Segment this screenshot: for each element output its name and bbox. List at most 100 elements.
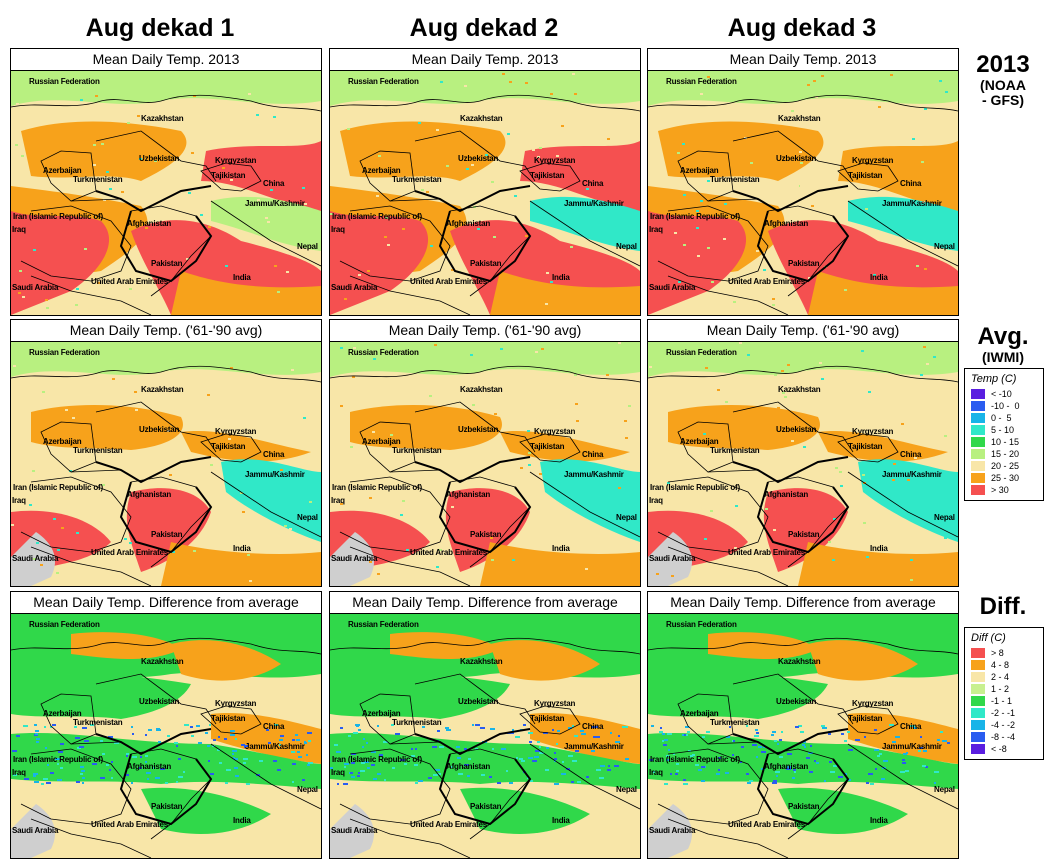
map-label-iraq: Iraq — [331, 496, 345, 505]
legend-item: 5 - 10 — [971, 424, 1037, 435]
map-raster — [330, 342, 640, 586]
row-label-diff-title: Diff. — [979, 593, 1027, 620]
legend-label: 25 - 30 — [991, 472, 1020, 483]
map-label-india: India — [870, 816, 888, 825]
map-label-kyrgyzstan: Kyrgyzstan — [215, 427, 257, 436]
map-label-china: China — [263, 450, 285, 459]
map-label-turkmenistan: Turkmenistan — [710, 446, 760, 455]
map-label-kyrgyzstan: Kyrgyzstan — [534, 699, 576, 708]
legend-swatch — [971, 707, 985, 718]
map-label-india: India — [552, 544, 570, 553]
legend-item: 1 - 2 — [971, 683, 1037, 694]
legend-label: 4 - 8 — [991, 659, 1010, 670]
legend-item: -8 - -4 — [971, 731, 1037, 742]
legend-swatch — [971, 472, 985, 483]
map-label-china: China — [263, 722, 285, 731]
map-label-kyrgyzstan: Kyrgyzstan — [215, 156, 257, 165]
legend-item: 0 - 5 — [971, 412, 1037, 423]
map-image: Russian Federation Kazakhstan Uzbekistan Ky… — [330, 342, 640, 586]
legend-item: -4 - -2 — [971, 719, 1037, 730]
map-image: Russian Federation Kazakhstan Uzbekistan Ky… — [11, 71, 321, 315]
map-label-jammu: Jammu/Kashmir — [564, 742, 624, 751]
map-label-india: India — [870, 273, 888, 282]
map-label-turkmenistan: Turkmenistan — [392, 446, 442, 455]
legend-swatch — [971, 400, 985, 411]
map-label-iraq: Iraq — [649, 496, 663, 505]
map-panel-avg-dekad-3: Mean Daily Temp. ('61-'90 avg) Russian F… — [647, 319, 959, 587]
map-label-uzbekistan: Uzbekistan — [458, 697, 499, 706]
map-label-kyrgyzstan: Kyrgyzstan — [215, 699, 257, 708]
map-label-pakistan: Pakistan — [470, 259, 502, 268]
map-label-india: India — [870, 544, 888, 553]
map-label-iran: Iran (Islamic Republic of) — [332, 483, 422, 492]
map-label-turkmenistan: Turkmenistan — [73, 718, 123, 727]
map-panel-2013-dekad-3: Mean Daily Temp. 2013 Russian Federation… — [647, 48, 959, 316]
map-label-china: China — [263, 179, 285, 188]
map-label-uzbekistan: Uzbekistan — [139, 697, 180, 706]
panel-title: Mean Daily Temp. Difference from average — [648, 592, 958, 614]
panel-title: Mean Daily Temp. ('61-'90 avg) — [648, 320, 958, 342]
map-image: Russian Federation Kazakhstan Uzbekistan Ky… — [330, 71, 640, 315]
map-label-afghanistan: Afghanistan — [446, 219, 491, 228]
legend-swatch — [971, 647, 985, 658]
map-label-iraq: Iraq — [649, 768, 663, 777]
map-label-iran: Iran (Islamic Republic of) — [650, 212, 740, 221]
map-image: Russian Federation Kazakhstan Uzbekistan Ky… — [11, 342, 321, 586]
map-raster — [330, 71, 640, 315]
map-label-iran: Iran (Islamic Republic of) — [332, 755, 422, 764]
legend-swatch — [971, 484, 985, 495]
legend-item: 25 - 30 — [971, 472, 1037, 483]
map-label-kazakhstan: Kazakhstan — [778, 114, 821, 123]
map-label-russia: Russian Federation — [29, 620, 100, 629]
row-label-2013-source: (NOAA - GFS) — [980, 77, 1026, 108]
map-label-saudi: Saudi Arabia — [12, 826, 59, 835]
map-label-nepal: Nepal — [934, 785, 955, 794]
map-label-iran: Iran (Islamic Republic of) — [650, 483, 740, 492]
row-label-avg-source: (IWMI) — [982, 349, 1024, 365]
legend-item: -10 - 0 — [971, 400, 1037, 411]
map-label-afghanistan: Afghanistan — [127, 219, 172, 228]
map-label-tajikistan: Tajikistan — [530, 714, 565, 723]
map-label-iran: Iran (Islamic Republic of) — [13, 483, 103, 492]
row-label-avg-title: Avg. — [977, 323, 1029, 350]
map-label-nepal: Nepal — [297, 242, 318, 251]
map-label-iran: Iran (Islamic Republic of) — [332, 212, 422, 221]
map-label-jammu: Jammu/Kashmir — [564, 199, 624, 208]
map-label-turkmenistan: Turkmenistan — [392, 718, 442, 727]
legend-label: -8 - -4 — [991, 731, 1016, 742]
legend-item: 4 - 8 — [971, 659, 1037, 670]
map-label-jammu: Jammu/Kashmir — [245, 470, 305, 479]
map-label-saudi: Saudi Arabia — [649, 554, 696, 563]
legend-item: 10 - 15 — [971, 436, 1037, 447]
map-label-russia: Russian Federation — [29, 77, 100, 86]
map-label-kyrgyzstan: Kyrgyzstan — [852, 156, 894, 165]
map-label-saudi: Saudi Arabia — [12, 554, 59, 563]
legend-item: 2 - 4 — [971, 671, 1037, 682]
legend-label: < -8 — [991, 743, 1007, 754]
map-label-azerbaijan: Azerbaijan — [680, 437, 719, 446]
map-panel-diff-dekad-2: Mean Daily Temp. Difference from average… — [329, 591, 641, 859]
map-label-tajikistan: Tajikistan — [530, 442, 565, 451]
map-label-china: China — [900, 179, 922, 188]
map-raster — [648, 71, 958, 315]
map-label-tajikistan: Tajikistan — [848, 714, 883, 723]
map-label-uzbekistan: Uzbekistan — [776, 697, 817, 706]
map-label-nepal: Nepal — [616, 242, 637, 251]
map-label-azerbaijan: Azerbaijan — [680, 166, 719, 175]
map-label-pakistan: Pakistan — [151, 530, 183, 539]
map-label-china: China — [582, 179, 604, 188]
column-title-dekad-3: Aug dekad 3 — [727, 14, 877, 42]
legend-item: < -10 — [971, 388, 1037, 399]
map-raster — [648, 342, 958, 586]
legend-swatch — [971, 412, 985, 423]
legend-item: -1 - 1 — [971, 695, 1037, 706]
legend-label: > 8 — [991, 647, 1004, 658]
map-panel-avg-dekad-1: Mean Daily Temp. ('61-'90 avg) Russian F… — [10, 319, 322, 587]
map-panel-diff-dekad-3: Mean Daily Temp. Difference from average… — [647, 591, 959, 859]
legend-item: -2 - -1 — [971, 707, 1037, 718]
map-label-uae: United Arab Emirates — [91, 277, 169, 286]
legend-swatch — [971, 731, 985, 742]
legend-label: 2 - 4 — [991, 671, 1010, 682]
map-label-azerbaijan: Azerbaijan — [43, 437, 82, 446]
